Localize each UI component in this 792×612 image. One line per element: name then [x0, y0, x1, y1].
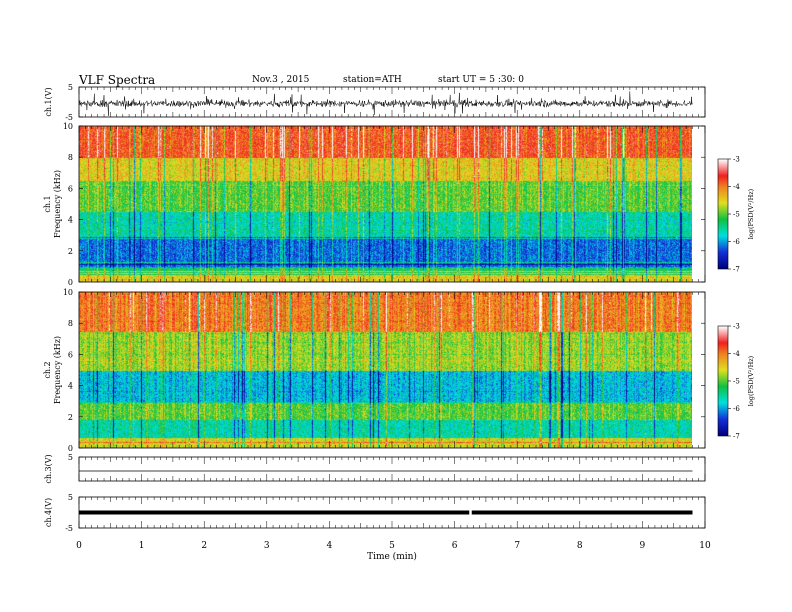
ch2-colorbar-tick-label: -6 [733, 405, 740, 413]
x-tick-label: 3 [264, 541, 270, 551]
x-tick-label: 5 [389, 541, 395, 551]
ch1-spectrogram-y-label: Frequency (kHz) [53, 170, 62, 238]
ch3-waveform-y-tick-label: 5 [68, 453, 73, 462]
ch1-colorbar-tick-label: -4 [733, 183, 740, 191]
x-tick-label: 7 [514, 541, 520, 551]
start-time-label: start UT = 5 :30: 0 [438, 75, 524, 85]
ch1-spectrogram-y-tick-label: 4 [68, 216, 73, 225]
ch1-spectrogram-y-tick-label: 0 [68, 278, 73, 287]
ch4-waveform-y-label: ch.4(V) [44, 498, 53, 527]
ch2-spectrogram-y-tick-label: 6 [68, 350, 73, 359]
ch1-colorbar [718, 159, 728, 269]
x-axis-label: Time (min) [367, 551, 417, 562]
ch4-waveform-y-tick-label: 5 [68, 493, 73, 502]
ch2-colorbar-tick-label: -5 [733, 378, 740, 386]
ch2-spectrogram-y-tick-label: 10 [63, 288, 73, 297]
ch1-colorbar-tick-label: -5 [733, 211, 740, 219]
ch1-colorbar-tick-label: -3 [733, 156, 740, 164]
x-tick-label: 6 [452, 541, 458, 551]
ch3-waveform-y-label: ch.3(V) [44, 454, 53, 483]
ch2-spectrogram-y-tick-label: 0 [68, 444, 73, 453]
date-label: Nov.3 , 2015 [252, 75, 310, 85]
x-tick-label: 4 [327, 541, 333, 551]
ch2-colorbar-tick-label: -7 [733, 433, 740, 441]
ch1-spectrogram-y-tick-label: 8 [68, 153, 73, 162]
ch2-spectrogram-y-tick-label: 2 [68, 413, 73, 422]
x-tick-label: 9 [640, 541, 646, 551]
chart-title: VLF Spectra [79, 73, 156, 87]
x-tick-label: 1 [139, 541, 145, 551]
x-tick-label: 10 [699, 541, 711, 551]
ch2-spectrogram-y-tick-label: 8 [68, 319, 73, 328]
ch2-spectrogram-y-label: Frequency (kHz) [53, 336, 62, 404]
ch1-waveform-y-tick-label: 5 [68, 83, 73, 92]
x-tick-label: 0 [76, 541, 82, 551]
ch1-spectrogram-y-tick-label: 2 [68, 247, 73, 256]
ch1-waveform-line [78, 91, 693, 116]
x-tick-label: 8 [577, 541, 583, 551]
x-tick-label: 2 [201, 541, 207, 551]
ch1-waveform-y-label: ch.1(V) [44, 87, 53, 116]
ch2-colorbar-label: log(PSD(V²/Hz) [747, 355, 755, 406]
ch1-spectrogram-y-tick-label: 10 [63, 122, 73, 131]
ch1-colorbar-tick-label: -6 [733, 238, 740, 246]
station-label: station=ATH [343, 75, 402, 85]
ch2-spectrogram-y-label-channel: ch.2 [43, 361, 52, 378]
ch2-colorbar [718, 326, 728, 436]
ch1-colorbar-tick-label: -7 [733, 266, 740, 274]
ch2-spectrogram-image [79, 292, 692, 448]
ch2-colorbar-tick-label: -4 [733, 350, 740, 358]
ch1-colorbar-label: log(PSD(V²/Hz) [747, 188, 755, 239]
ch4-waveform-y-tick-label: -5 [65, 524, 73, 533]
ch1-spectrogram-y-label-channel: ch.1 [43, 195, 52, 212]
ch2-colorbar-tick-label: -3 [733, 323, 740, 331]
ch1-spectrogram-y-tick-label: 6 [68, 184, 73, 193]
ch1-waveform-y-tick-label: -5 [65, 113, 73, 122]
ch2-spectrogram-y-tick-label: 4 [68, 382, 73, 391]
ch1-spectrogram-image [79, 126, 692, 282]
